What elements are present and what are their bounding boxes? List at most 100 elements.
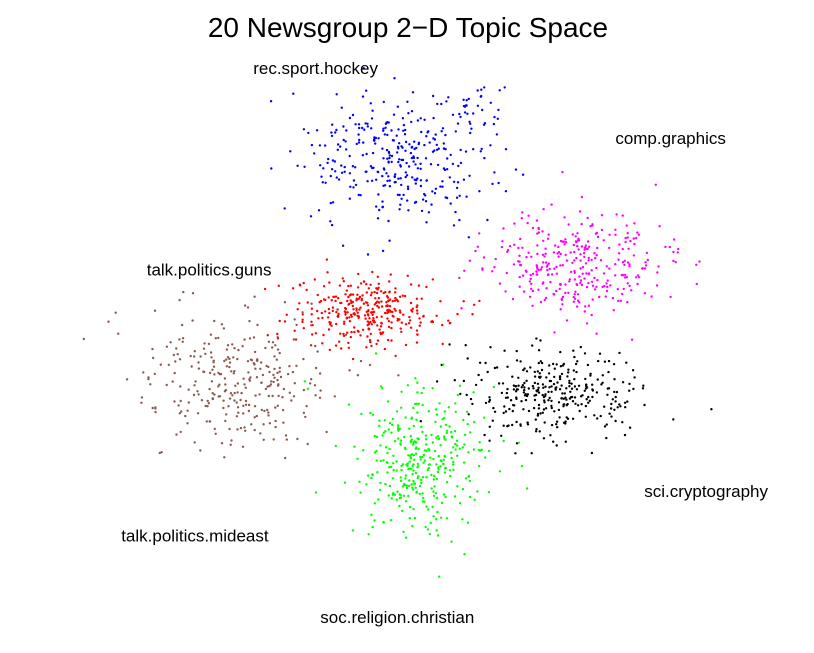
data-point: [467, 236, 470, 239]
data-point: [420, 391, 423, 395]
data-point: [530, 452, 533, 455]
data-point: [601, 381, 604, 384]
data-point: [577, 239, 581, 242]
data-point: [421, 403, 424, 407]
data-point: [327, 296, 330, 299]
data-point: [324, 310, 327, 313]
data-point: [347, 346, 351, 349]
data-point: [380, 300, 383, 303]
data-point: [568, 280, 571, 283]
data-point: [395, 410, 399, 413]
data-point: [415, 329, 419, 332]
data-point: [427, 466, 430, 470]
data-point: [397, 429, 400, 432]
data-point: [578, 275, 581, 278]
data-point: [259, 432, 262, 435]
data-point: [677, 247, 680, 251]
data-point: [614, 400, 617, 403]
data-point: [557, 245, 560, 249]
data-point: [142, 371, 145, 374]
data-point: [408, 427, 411, 430]
data-point: [330, 131, 333, 134]
data-point: [606, 393, 609, 396]
data-point: [561, 303, 564, 306]
data-point: [351, 304, 354, 308]
data-point: [355, 142, 358, 146]
data-point: [424, 438, 428, 441]
data-point: [591, 298, 594, 301]
data-point: [368, 363, 372, 367]
data-point: [523, 381, 526, 385]
data-point: [404, 140, 408, 144]
data-point: [321, 316, 324, 320]
data-point: [381, 200, 384, 203]
data-point: [391, 417, 395, 421]
data-point: [373, 451, 377, 454]
data-point: [456, 485, 459, 488]
data-point: [542, 437, 546, 440]
data-point: [369, 165, 373, 168]
data-point: [386, 451, 389, 455]
data-point: [587, 259, 590, 262]
data-point: [270, 380, 273, 383]
data-point: [264, 346, 267, 350]
data-point: [404, 175, 407, 179]
data-point: [463, 269, 466, 272]
data-point: [179, 430, 182, 434]
data-point: [342, 280, 345, 283]
data-point: [406, 185, 410, 188]
data-point: [271, 341, 275, 344]
data-point: [593, 276, 596, 280]
data-point: [638, 276, 641, 279]
data-point: [349, 293, 353, 296]
data-point: [450, 456, 453, 460]
data-point: [628, 389, 631, 392]
data-point: [541, 261, 545, 264]
data-point: [642, 384, 645, 387]
data-point: [641, 267, 644, 270]
data-point: [564, 420, 567, 423]
data-point: [388, 422, 392, 425]
data-point: [438, 575, 441, 578]
data-point: [362, 280, 366, 283]
data-point: [519, 263, 522, 267]
data-point: [376, 217, 380, 220]
data-point: [508, 407, 511, 411]
data-point: [469, 122, 472, 126]
data-point: [400, 464, 403, 468]
data-point: [623, 433, 627, 437]
data-point: [349, 284, 352, 287]
data-point: [560, 297, 563, 301]
data-point: [192, 393, 196, 397]
data-point: [248, 378, 251, 381]
cluster-label-rec-sport-hockey: rec.sport.hockey: [253, 59, 378, 78]
data-point: [225, 365, 229, 368]
data-point: [488, 396, 491, 399]
data-point: [547, 262, 550, 265]
data-point: [411, 307, 414, 310]
data-point: [481, 267, 484, 270]
data-point: [326, 161, 329, 165]
data-point: [404, 477, 407, 480]
data-point: [668, 245, 671, 249]
data-point: [613, 408, 616, 411]
data-point: [585, 272, 588, 275]
data-point: [415, 305, 418, 309]
data-point: [196, 412, 200, 415]
data-point: [406, 187, 410, 191]
data-point: [535, 264, 538, 267]
data-point: [276, 384, 280, 387]
data-point: [278, 319, 281, 323]
data-point: [231, 343, 234, 346]
data-point: [385, 301, 388, 304]
data-point: [409, 301, 413, 305]
data-point: [213, 319, 216, 323]
data-point: [165, 345, 169, 348]
data-point: [184, 414, 187, 418]
data-point: [305, 404, 308, 408]
data-point: [504, 396, 508, 399]
data-point: [542, 386, 545, 389]
data-point: [594, 232, 598, 235]
data-point: [597, 359, 600, 363]
data-point: [536, 370, 539, 373]
